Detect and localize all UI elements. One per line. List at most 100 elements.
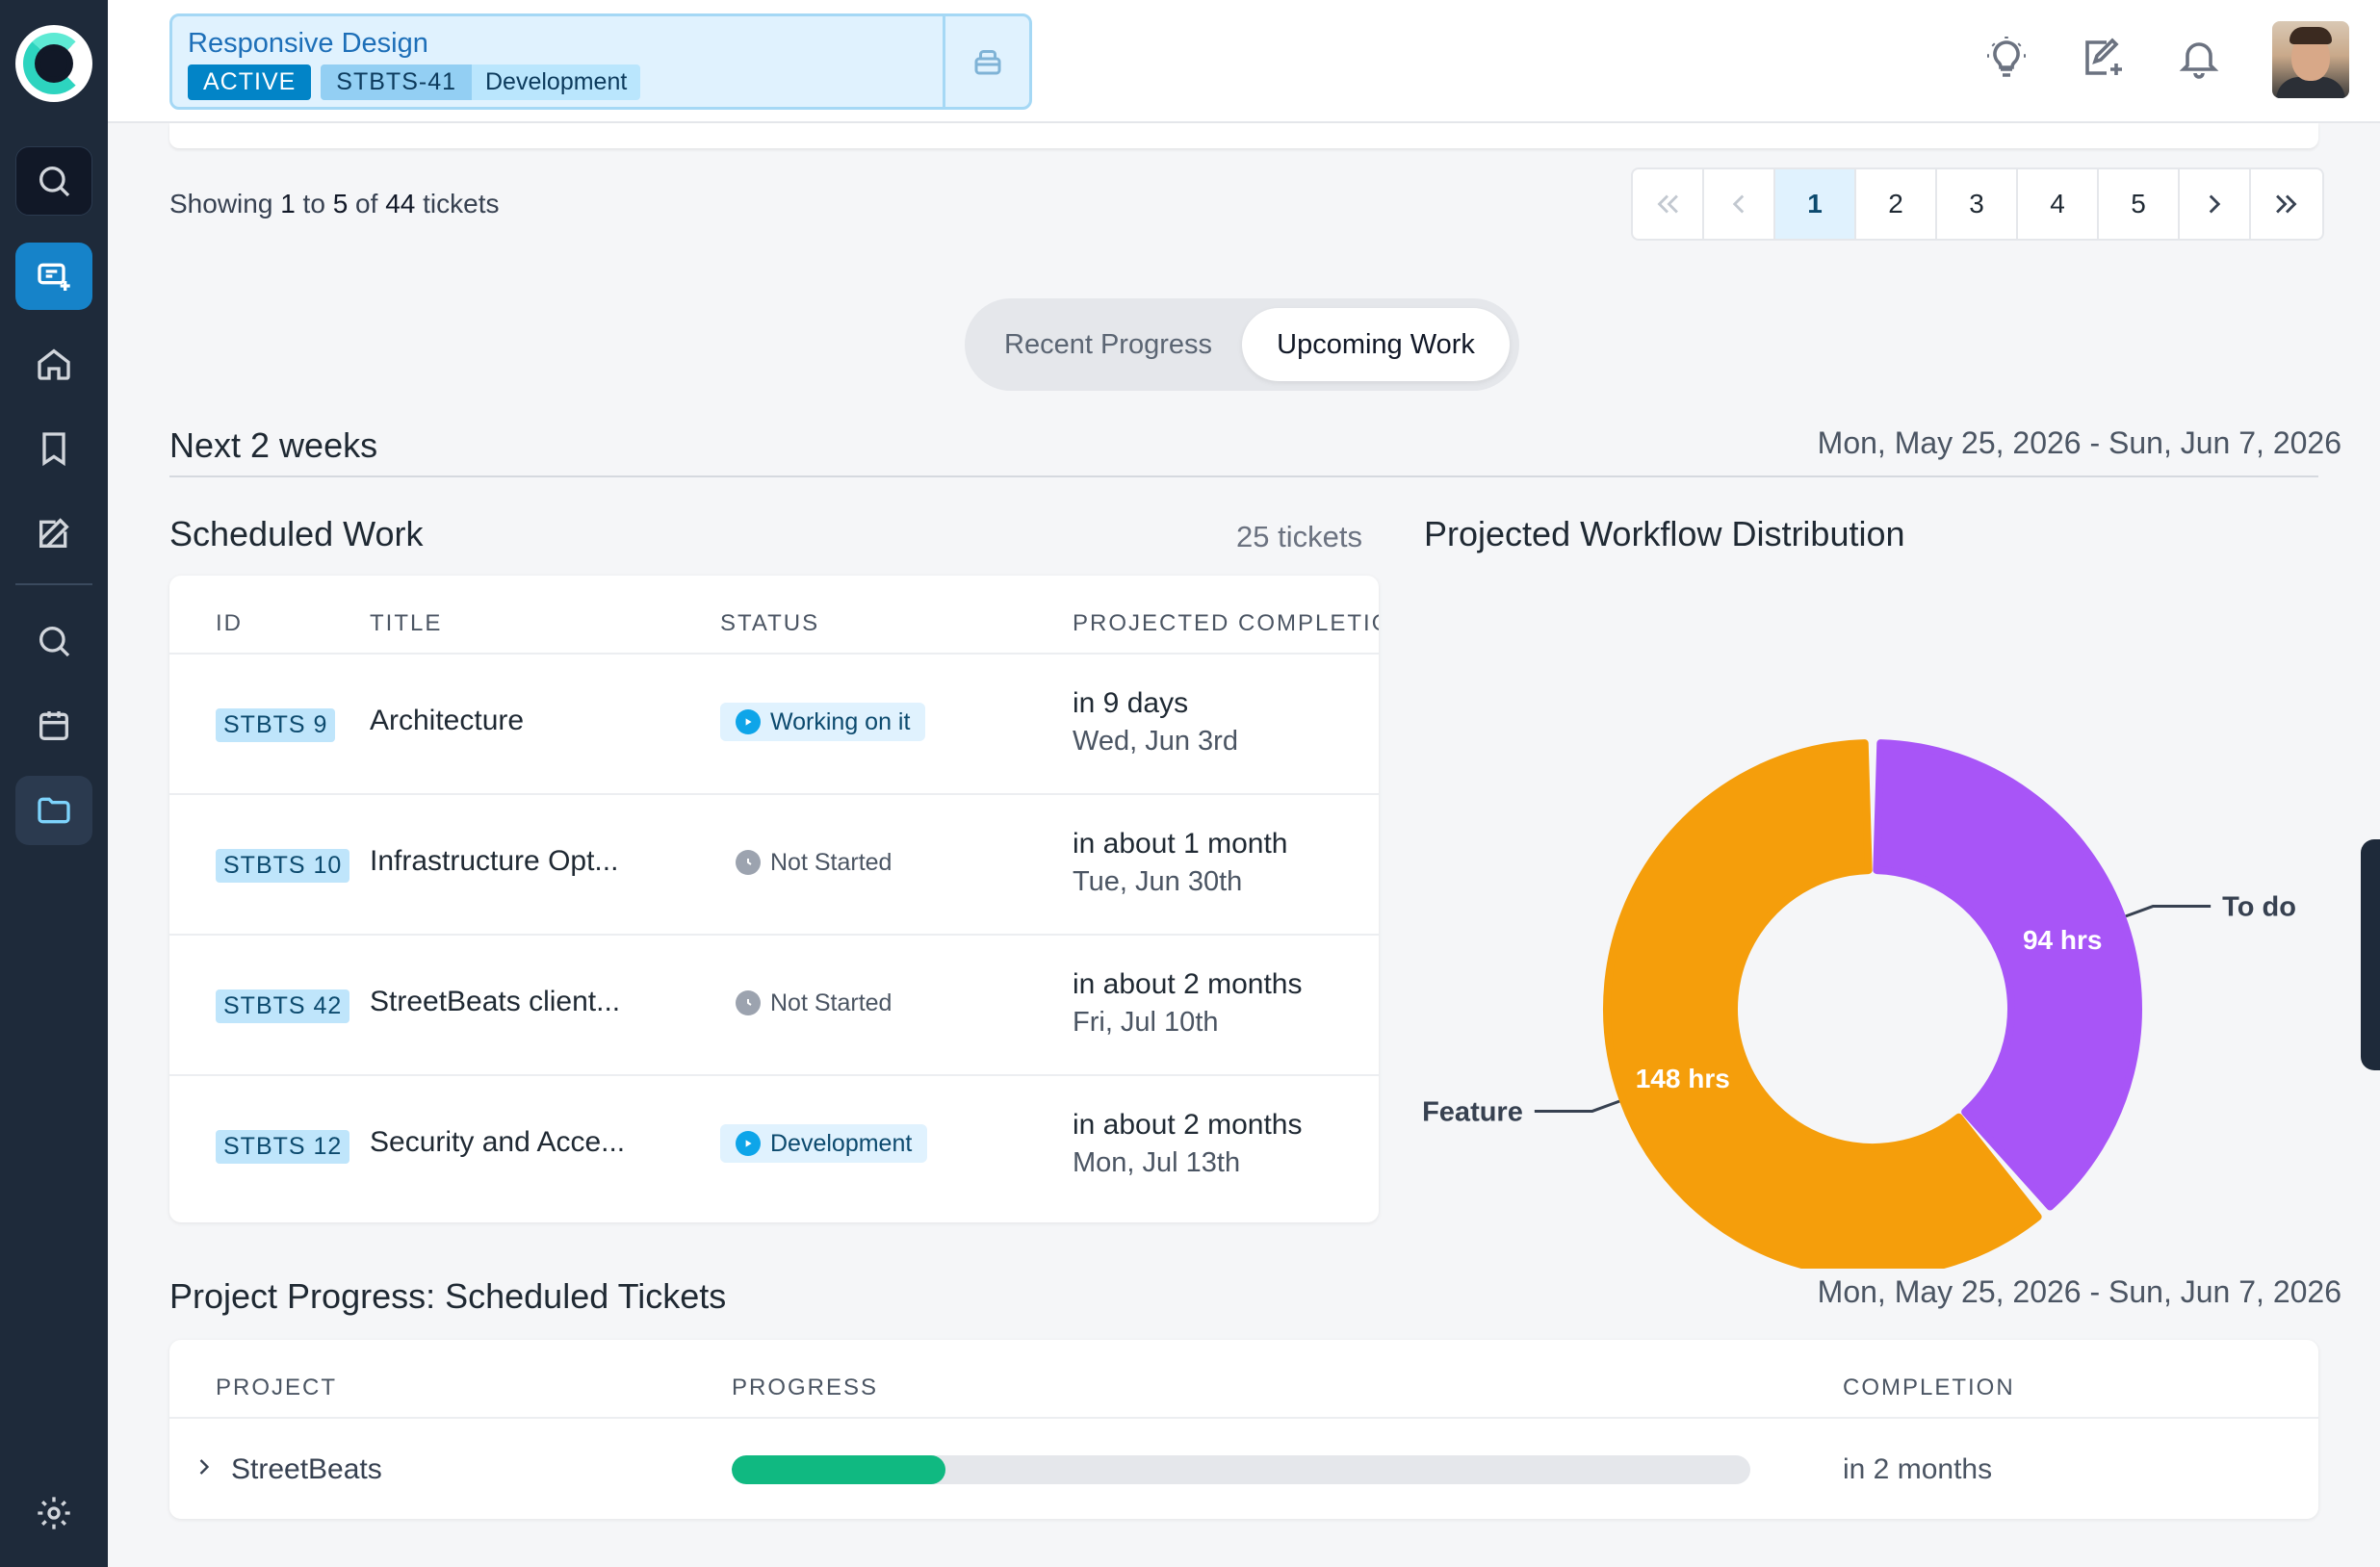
next-page-button[interactable] [2180, 169, 2251, 239]
sidebar [0, 0, 108, 1567]
status-badge: Development [720, 1124, 928, 1163]
last-page-button[interactable] [2251, 169, 2322, 239]
ticket-id[interactable]: STBTS 12 [216, 1130, 350, 1164]
column-header-progress: PROGRESS [732, 1374, 879, 1400]
scheduled-work-table: ID TITLE STATUS PROJECTED COMPLETION STB… [169, 576, 1379, 1222]
column-header-projected-completion: PROJECTED COMPLETION [1073, 610, 1379, 636]
project-name[interactable]: StreetBeats [231, 1453, 382, 1485]
ticket-title[interactable]: Infrastructure Opt... [370, 845, 619, 877]
chevron-left-icon [1732, 194, 1745, 214]
main-content: Showing 1 to 5 of 44 tickets 1 2 3 4 5 R… [108, 123, 2380, 1567]
first-page-button[interactable] [1633, 169, 1704, 239]
scroll-handle[interactable] [2361, 839, 2380, 1070]
projected-date: Wed, Jun 3rd [1073, 726, 1238, 757]
status-badge: Not Started [720, 843, 907, 882]
ticket-id: STBTS-41 [321, 64, 472, 100]
project-progress-title: Project Progress: Scheduled Tickets [169, 1276, 727, 1316]
section-divider [169, 475, 2318, 477]
workflow-distribution-chart: 94 hrs To do 148 hrs Feature [1422, 576, 2318, 1278]
page-2-button[interactable]: 2 [1856, 169, 1937, 239]
archive-button[interactable] [943, 16, 1029, 107]
search-icon[interactable] [15, 146, 92, 216]
sidebar-divider [15, 583, 92, 585]
donut-category-label: Feature [1423, 1096, 1523, 1127]
projected-eta: in 9 days [1073, 687, 1189, 719]
ticket-title[interactable]: StreetBeats client... [370, 986, 621, 1017]
column-header-id: ID [216, 610, 243, 636]
projected-date: Tue, Jun 30th [1073, 866, 1243, 897]
donut-value-label: 94 hrs [2023, 925, 2103, 955]
section-title: Next 2 weeks [169, 425, 378, 465]
page-1-button[interactable]: 1 [1775, 169, 1856, 239]
ticket-badge: STBTS-41 Development [321, 64, 641, 100]
section-date-range: Mon, May 25, 2026 - Sun, Jun 7, 2026 [1817, 425, 2341, 460]
ticket-id[interactable]: STBTS 42 [216, 989, 350, 1023]
ticket-id[interactable]: STBTS 10 [216, 849, 350, 883]
chevron-right-icon[interactable] [191, 1453, 218, 1485]
bookmark-icon[interactable] [15, 414, 92, 483]
donut-leader-line [1534, 1099, 1620, 1113]
project-progress-table: PROJECT PROGRESS COMPLETION StreetBeats … [169, 1340, 2318, 1519]
project-title: Responsive Design [188, 28, 428, 59]
play-icon [736, 1131, 761, 1156]
table-row[interactable]: STBTS 9 Architecture Working on it in 9 … [169, 653, 1379, 793]
edit-icon[interactable] [15, 499, 92, 568]
progress-bar [732, 1455, 1750, 1484]
home-icon[interactable] [15, 329, 92, 398]
projected-eta: in about 1 month [1073, 828, 1288, 860]
search-icon[interactable] [15, 606, 92, 676]
status-badge: ACTIVE [188, 64, 312, 100]
avatar[interactable] [2272, 21, 2349, 98]
table-row[interactable]: STBTS 10 Infrastructure Opt... Not Start… [169, 793, 1379, 934]
folder-icon[interactable] [15, 776, 92, 845]
ticket-stage: Development [485, 68, 628, 95]
scheduled-work-count: 25 tickets [1236, 520, 1362, 553]
lightbulb-icon[interactable] [1983, 35, 2030, 86]
project-tags: ACTIVE STBTS-41 Development [188, 64, 641, 100]
donut-chart: 94 hrs To do 148 hrs Feature [1422, 739, 2296, 1278]
donut-slice-feature[interactable] [1603, 739, 2042, 1278]
ticket-title[interactable]: Architecture [370, 705, 525, 736]
status-badge: Working on it [720, 703, 926, 741]
projected-eta: in about 2 months [1073, 1109, 1303, 1141]
column-header-status: STATUS [720, 610, 820, 636]
edit-plus-icon[interactable] [2080, 35, 2126, 86]
bell-icon[interactable] [2176, 35, 2222, 86]
table-row[interactable]: STBTS 12 Security and Acce... Developmen… [169, 1074, 1379, 1215]
status-badge: Not Started [720, 984, 907, 1022]
projected-eta: in about 2 months [1073, 968, 1303, 1000]
page-4-button[interactable]: 4 [2018, 169, 2099, 239]
tab-upcoming-work[interactable]: Upcoming Work [1242, 308, 1510, 381]
prev-page-button[interactable] [1704, 169, 1775, 239]
table-row[interactable]: STBTS 42 StreetBeats client... Not Start… [169, 934, 1379, 1074]
card-edge [169, 123, 2318, 148]
ticket-title[interactable]: Security and Acce... [370, 1126, 626, 1158]
chevron-right-icon [2209, 194, 2221, 214]
donut-category-label: To do [2222, 892, 2296, 923]
top-bar: Responsive Design ACTIVE STBTS-41 Develo… [108, 0, 2380, 123]
completion-eta: in 2 months [1843, 1453, 1993, 1485]
calendar-icon[interactable] [15, 691, 92, 760]
donut-leader-line [2125, 905, 2212, 918]
table-row[interactable]: StreetBeats in 2 months [169, 1417, 2318, 1519]
clock-icon [736, 850, 761, 875]
projected-date: Mon, Jul 13th [1073, 1147, 1241, 1178]
distribution-title: Projected Workflow Distribution [1424, 514, 1905, 553]
project-chip[interactable]: Responsive Design ACTIVE STBTS-41 Develo… [169, 13, 1032, 110]
new-ticket-icon[interactable] [15, 243, 92, 310]
page-3-button[interactable]: 3 [1937, 169, 2018, 239]
app-logo[interactable] [15, 25, 92, 102]
gear-icon[interactable] [15, 1478, 92, 1548]
header-actions [1983, 21, 2349, 98]
tab-recent-progress[interactable]: Recent Progress [1004, 328, 1212, 360]
project-progress-date-range: Mon, May 25, 2026 - Sun, Jun 7, 2026 [1817, 1274, 2341, 1309]
double-chevron-right-icon [2276, 194, 2297, 214]
progress-fill [732, 1455, 946, 1484]
column-header-project: PROJECT [216, 1374, 338, 1400]
donut-slice-to-do[interactable] [1873, 739, 2142, 1211]
view-toggle: Recent Progress Upcoming Work [965, 298, 1519, 391]
results-summary: Showing 1 to 5 of 44 tickets [169, 189, 500, 218]
ticket-id[interactable]: STBTS 9 [216, 708, 336, 742]
pagination: 1 2 3 4 5 [1631, 167, 2324, 241]
page-5-button[interactable]: 5 [2099, 169, 2180, 239]
